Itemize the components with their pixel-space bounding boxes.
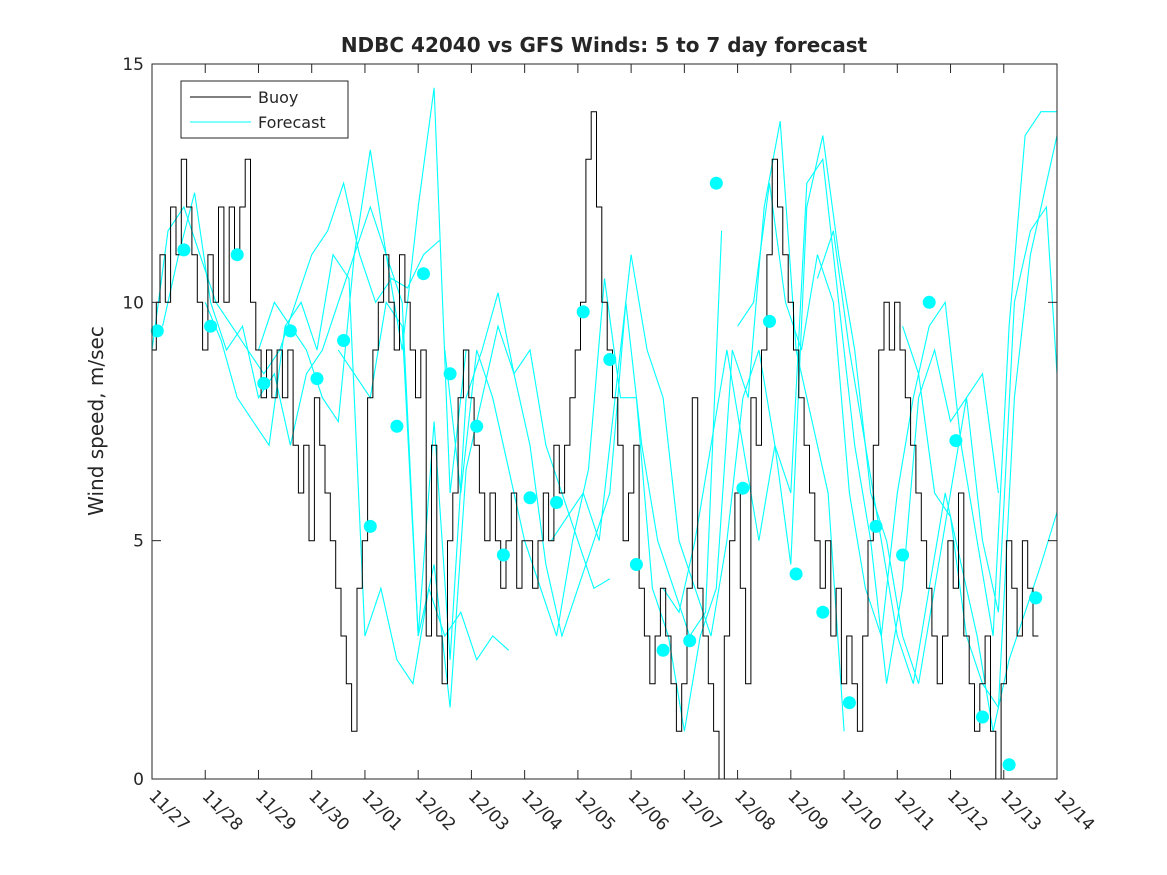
forecast-line-6 (444, 121, 845, 732)
forecast-marker (683, 634, 697, 648)
forecast-marker (496, 548, 510, 562)
forecast-marker (709, 176, 723, 190)
y-tick-label: 10 (122, 293, 144, 313)
forecast-marker (337, 334, 351, 347)
buoy-line (152, 111, 1039, 780)
forecast-marker (603, 353, 617, 366)
forecast-marker (550, 496, 564, 509)
forecast-marker (656, 643, 670, 657)
forecast-marker (1002, 758, 1016, 772)
axes-box (151, 63, 1058, 780)
forecast-marker (869, 519, 883, 533)
data-layer (150, 87, 1058, 780)
legend-label-buoy: Buoy (258, 88, 298, 107)
forecast-marker (230, 248, 244, 262)
plot-area (152, 64, 1057, 779)
legend-label-forecast: Forecast (258, 113, 326, 132)
forecast-marker (842, 696, 856, 710)
forecast-marker (390, 419, 404, 433)
forecast-marker (150, 324, 164, 338)
y-tick-label: 0 (133, 770, 144, 790)
forecast-line-1 (151, 181, 440, 375)
y-tick-label: 15 (122, 55, 144, 75)
forecast-line-9 (737, 111, 1057, 637)
chart-title: NDBC 42040 vs GFS Winds: 5 to 7 day fore… (341, 33, 868, 57)
forecast-marker (949, 434, 963, 448)
forecast-marker (736, 481, 750, 495)
forecast-marker (310, 372, 324, 386)
forecast-marker (523, 491, 537, 505)
forecast-marker (177, 243, 191, 257)
forecast-marker (1029, 591, 1043, 605)
forecast-marker (896, 548, 910, 562)
forecast-marker (629, 558, 643, 571)
y-tick-label: 5 (133, 532, 144, 552)
forecast-marker (417, 267, 430, 281)
forecast-marker (976, 710, 989, 724)
forecast-marker (470, 419, 484, 433)
forecast-line-2 (162, 87, 467, 494)
forecast-marker (363, 519, 377, 533)
forecast-line-3 (204, 253, 510, 686)
y-axis-label: Wind speed, m/sec (84, 326, 108, 516)
forecast-marker (816, 605, 830, 619)
forecast-marker (443, 367, 457, 381)
forecast-marker (283, 324, 297, 338)
legend: Buoy Forecast (180, 80, 349, 139)
forecast-marker (789, 567, 803, 581)
forecast-marker (763, 314, 776, 328)
forecast-marker (257, 376, 271, 390)
forecast-line-8 (662, 157, 1058, 684)
forecast-marker (204, 319, 218, 333)
forecast-marker (922, 295, 936, 309)
forecast-line-5 (337, 230, 723, 660)
forecast-marker (576, 305, 590, 319)
legend-box (180, 80, 349, 139)
